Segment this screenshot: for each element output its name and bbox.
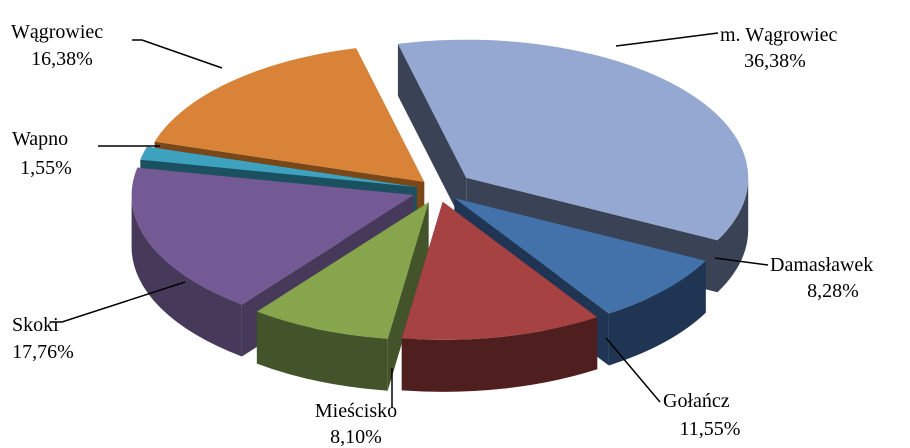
label-m-wagrowiec-value: 36,38%	[744, 50, 806, 72]
slice-top	[454, 198, 706, 314]
slice-side	[717, 177, 749, 293]
slice-layer	[131, 39, 749, 392]
label-miescisko-name: Mieścisko	[315, 400, 397, 422]
leader-line-m-wagrowiec	[615, 32, 719, 47]
slice-top	[256, 202, 429, 339]
slice-side	[256, 311, 388, 391]
slice-top	[401, 201, 598, 340]
slice-top	[140, 146, 417, 187]
leader-line-damaslawek	[714, 257, 769, 266]
slice-side	[131, 195, 242, 357]
label-golancz-value: 11,55%	[680, 418, 741, 440]
label-golancz-name: Gołańcz	[663, 390, 730, 412]
leader-line-wagrowiec	[132, 39, 223, 69]
label-skoki-name: Skoki	[12, 314, 59, 336]
slice-side	[401, 317, 598, 392]
label-wapno-value: 1,55%	[20, 157, 72, 179]
label-wapno-name: Wapno	[12, 128, 68, 150]
label-damaslawek-value: 8,28%	[807, 280, 859, 302]
pie-slice-golancz	[401, 201, 598, 392]
slice-wall	[397, 43, 467, 230]
leader-line-skoki	[50, 281, 186, 323]
leader-layer	[50, 32, 769, 408]
label-m-wagrowiec-name: m. Wągrowiec	[720, 24, 837, 46]
slice-top	[131, 167, 414, 305]
pie-slice-miescisko	[256, 202, 429, 391]
label-miescisko-value: 8,10%	[330, 426, 382, 448]
label-damaslawek-name: Damasławek	[770, 254, 873, 276]
slice-top	[154, 48, 425, 182]
label-skoki-value: 17,76%	[12, 341, 74, 363]
leader-line-golancz	[605, 337, 661, 403]
slice-top	[397, 39, 749, 241]
slice-side	[608, 260, 706, 366]
label-wagrowiec-name: Wągrowiec	[11, 21, 103, 43]
label-wagrowiec-value: 16,38%	[31, 48, 93, 70]
label-layer: m. Wągrowiec 36,38% Damasławek 8,28% Goł…	[11, 21, 873, 448]
